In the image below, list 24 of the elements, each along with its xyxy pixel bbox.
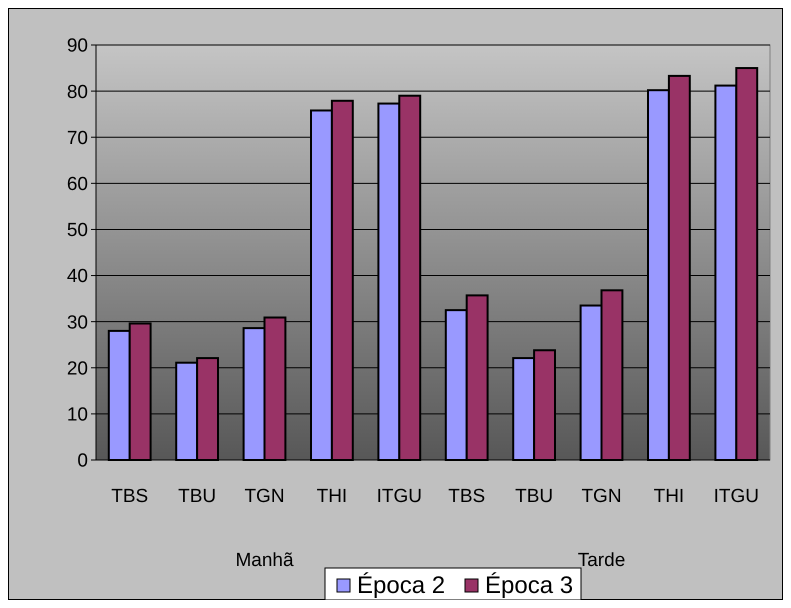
x-tick-label: TGN xyxy=(244,486,285,507)
x-tick-label: TBU xyxy=(178,486,216,507)
text: Manhã xyxy=(235,550,294,571)
x-tick-label: ITGU xyxy=(376,486,422,507)
x-tick-label: TBS xyxy=(111,486,148,507)
text: Tarde xyxy=(578,550,626,571)
x-tick-label: TGN xyxy=(581,486,622,507)
x-tick-label: ITGU xyxy=(714,486,759,507)
legend-label: Época 2 xyxy=(357,572,446,599)
x-tick-label: TBS xyxy=(448,486,486,507)
y-tick-label: 20 xyxy=(66,358,88,380)
y-tick-label: 60 xyxy=(66,174,88,195)
y-tick-label: 90 xyxy=(66,36,88,57)
y-tick-label: 10 xyxy=(66,404,88,426)
y-tick-label: 50 xyxy=(66,220,88,242)
y-tick-label: 80 xyxy=(66,82,88,103)
x-tick-label: THI xyxy=(654,486,684,507)
y-tick-label: 0 xyxy=(77,450,88,472)
y-tick-label: 70 xyxy=(66,128,88,149)
x-tick-label: TBU xyxy=(515,486,554,507)
y-tick-label: 40 xyxy=(66,266,88,288)
legend-label: Época 3 xyxy=(485,572,574,599)
x-tick-label: THI xyxy=(316,486,348,507)
y-tick-label: 30 xyxy=(66,312,88,334)
